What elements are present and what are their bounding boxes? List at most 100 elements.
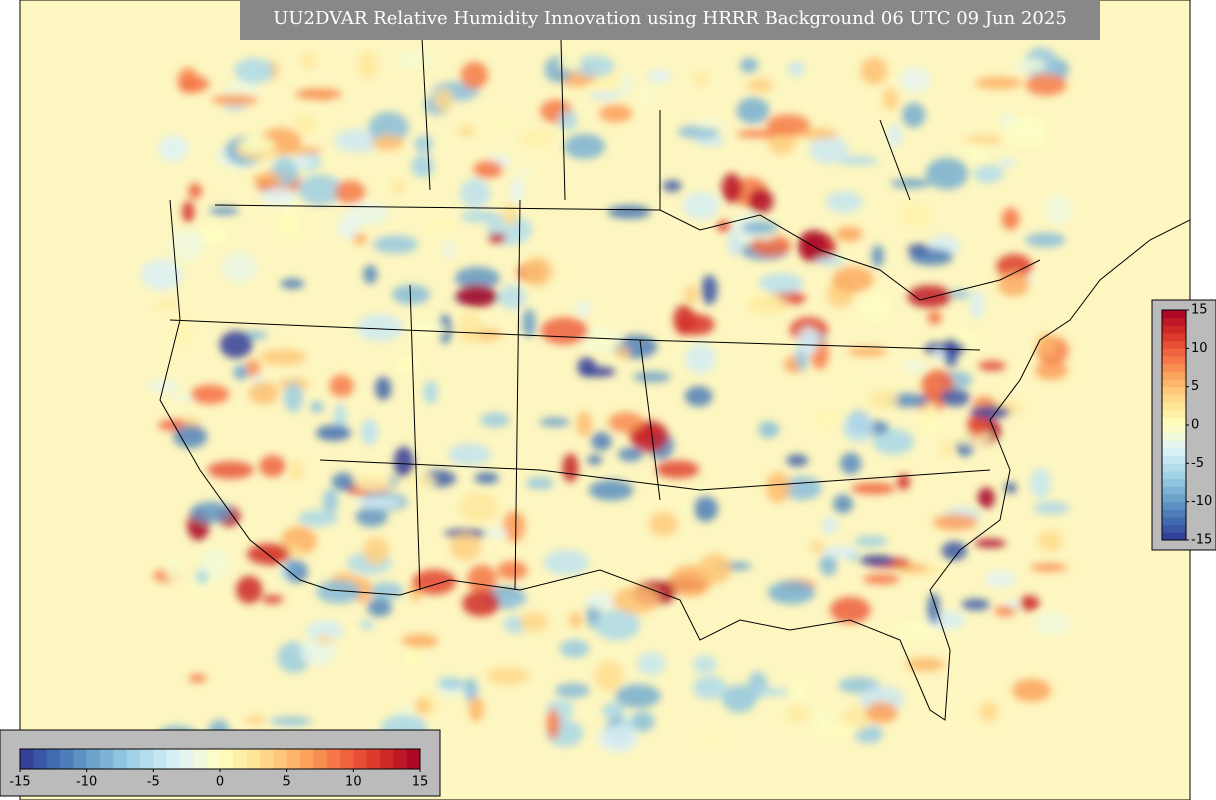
field-blob [543,549,590,576]
field-blob [363,264,378,284]
colorbar-tick-label: -10 [1191,494,1212,509]
field-blob [491,117,513,126]
field-blob [412,569,457,595]
field-blob [396,52,435,68]
colorbar-tick-label: 10 [345,775,362,790]
colorbar-segment [180,749,194,769]
field-blob [692,655,717,674]
colorbar-segment [73,749,88,769]
field-blob [519,611,549,632]
field-blob [555,683,590,698]
field-blob [261,187,296,206]
field-blob [893,620,937,642]
field-blob [356,314,403,342]
field-blob [546,708,560,740]
field-blob [662,180,682,192]
field-blob [1034,612,1070,636]
field-blob [1012,678,1051,702]
field-blob [454,266,500,290]
field-blob [246,543,291,565]
field-blob [721,173,742,203]
field-blob [1037,333,1057,357]
field-blob [300,51,316,70]
field-blob [239,136,274,153]
field-blob [355,507,388,527]
field-blob [900,202,931,230]
field-blob [897,473,911,490]
colorbar-segment [313,749,328,769]
colorbar-tick-label: -15 [9,775,30,790]
field-blob [207,461,254,479]
field-blob [406,473,436,489]
field-blob [522,256,553,287]
field-blob [309,401,324,413]
field-blob [297,174,344,206]
coastline [159,199,1190,721]
field-blob [677,313,715,336]
field-blob [847,346,888,357]
field-blob [233,364,249,380]
field-blob [961,598,991,611]
field-blob [854,535,888,547]
field-blob [245,715,266,725]
field-blob [835,226,863,242]
colorbar-segment [153,749,168,769]
field-blob [607,205,652,219]
field-blob [459,178,491,209]
colorbar-segment [1162,486,1186,495]
field-blob [278,210,300,240]
field-blob [967,413,989,437]
colorbar-segment [1162,325,1186,334]
field-blob [631,711,655,732]
field-blob [316,580,361,604]
field-blob [973,165,1004,184]
field-blob [646,69,672,83]
field-blob [146,379,180,393]
field-blob [602,702,625,719]
field-blob [473,160,503,179]
field-blob [173,425,208,449]
field-blob [818,724,860,736]
colorbar-segment [33,749,48,769]
field-blob [698,553,732,584]
colorbar-segment [60,749,74,769]
colorbar-segment [1162,448,1186,457]
colorbar-segment [1162,471,1186,480]
field-blob [698,734,717,743]
field-blob [367,598,392,617]
field-blob [369,582,404,601]
field-blob [588,479,634,501]
field-blob [925,157,969,190]
field-blob [433,88,454,112]
colorbar-segment [353,749,368,769]
field-blob [411,154,435,178]
colorbar-segment [1162,371,1186,380]
field-blob [415,698,431,714]
field-blob [589,90,620,101]
field-blob [462,590,500,617]
field-blob [819,554,838,577]
field-blob [280,278,305,290]
field-blob [259,455,286,477]
colorbar-segment [1162,333,1186,342]
field-blob [932,347,946,361]
field-blob [525,477,554,490]
field-blob [178,75,210,93]
field-blob [994,605,1016,617]
field-blob [300,638,336,666]
colorbar-segment [1162,317,1186,326]
colorbar-tick-label: 0 [1191,418,1199,433]
field-blob [401,634,439,648]
field-blob [868,389,898,410]
colorbar-segment [1162,356,1186,365]
field-blob [786,454,809,467]
field-blob [283,382,303,413]
field-blob [871,244,884,268]
colorbar-segment [366,749,381,769]
field-blob [334,128,382,153]
field-blob [315,424,352,442]
field-blob [467,564,497,594]
field-blob [977,487,995,509]
field-blob [259,349,307,366]
field-blob [788,61,805,78]
